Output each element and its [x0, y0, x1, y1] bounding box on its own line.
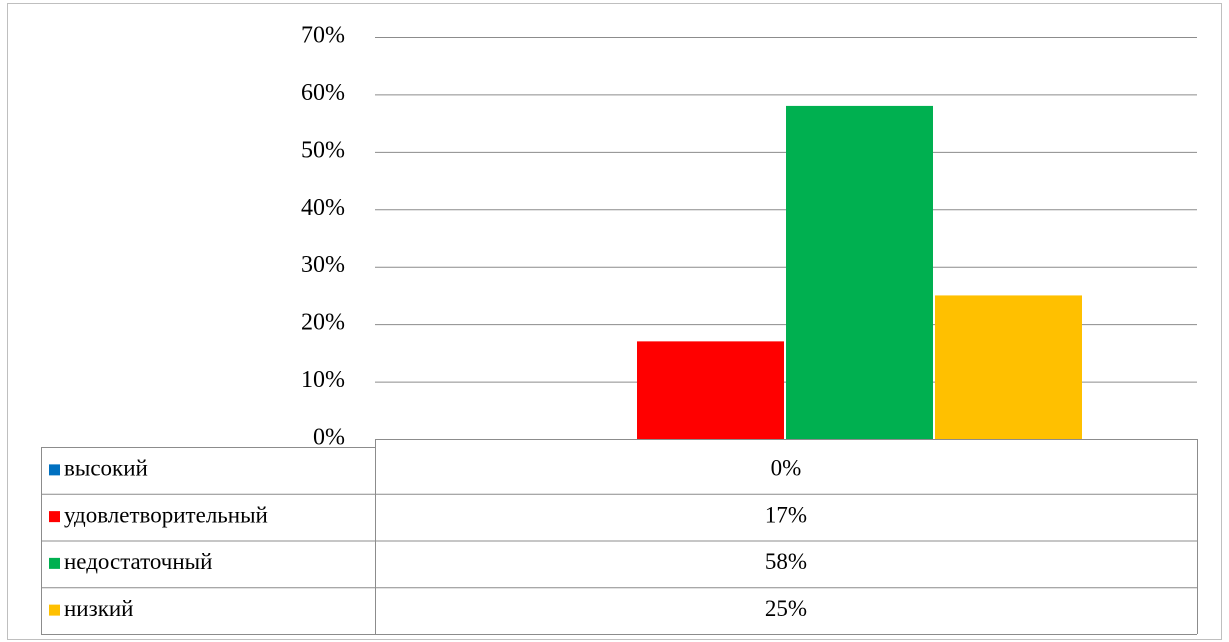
- data-label: 58%: [765, 549, 807, 574]
- legend-label: низкий: [64, 596, 134, 621]
- legend-swatch: [49, 464, 60, 476]
- y-tick-label: 40%: [301, 195, 345, 221]
- legend-swatch: [49, 557, 60, 569]
- data-label: 0%: [771, 456, 802, 481]
- y-tick-label: 50%: [301, 137, 345, 163]
- y-tick-label: 60%: [301, 80, 345, 106]
- bar: [935, 295, 1082, 439]
- y-tick-label: 30%: [301, 252, 345, 278]
- y-tick-label: 0%: [313, 425, 345, 451]
- y-tick-label: 10%: [301, 367, 345, 393]
- legend-label: высокий: [64, 456, 148, 481]
- legend-swatch: [49, 604, 60, 616]
- bar: [637, 341, 784, 439]
- legend-label: удовлетворительный: [64, 502, 268, 527]
- y-tick-label: 20%: [301, 310, 345, 336]
- legend-swatch: [49, 511, 60, 523]
- data-label: 17%: [765, 502, 807, 527]
- legend-label: недостаточный: [64, 549, 212, 574]
- y-tick-label: 70%: [301, 23, 345, 49]
- data-label: 25%: [765, 596, 807, 621]
- bar: [786, 105, 933, 440]
